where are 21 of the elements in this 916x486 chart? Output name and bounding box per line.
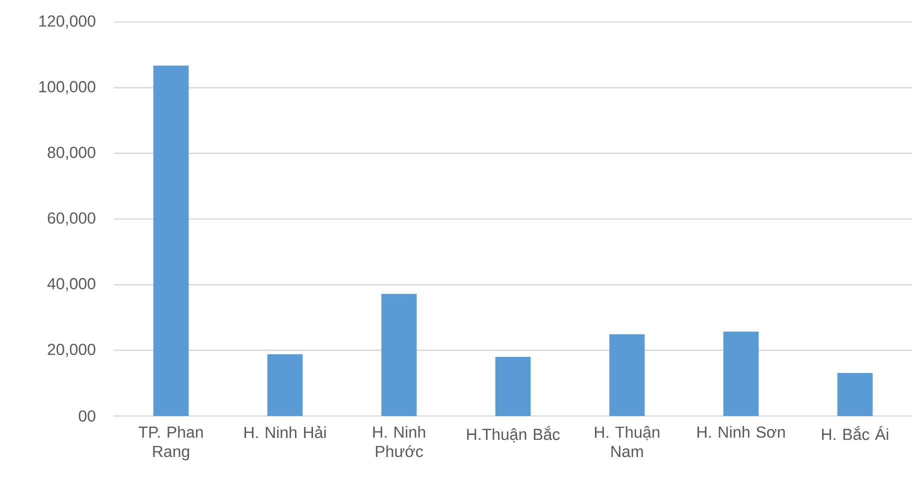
x-tick-label: H. Thuận Nam [594,426,660,458]
bar [495,356,531,416]
bar [381,294,417,416]
y-tick-label: 60,000 [48,212,96,226]
y-tick-label: 120,000 [39,15,96,29]
bar [153,66,189,416]
y-tick-label: 40,000 [47,278,96,292]
x-tick-label: TP. Phan Rang [138,426,203,460]
bar [609,334,645,416]
y-tick-label: 00 [78,410,96,422]
x-tick-label: H. Ninh Hải [244,426,326,438]
y-tick-label: 100,000 [39,81,96,94]
x-tick-label: H. Ninh Sơn [698,426,785,438]
bar [723,332,759,416]
bar [837,372,873,416]
y-tick-label: 80,000 [48,146,96,160]
x-tick-label: H. Ninh Phước [373,426,426,458]
y-tick-label: 20,000 [48,344,96,357]
x-tick-label: H.Thuận Bắc [467,426,560,442]
x-tick-label: H. Bắc Ái [822,426,888,440]
bar [267,354,303,416]
